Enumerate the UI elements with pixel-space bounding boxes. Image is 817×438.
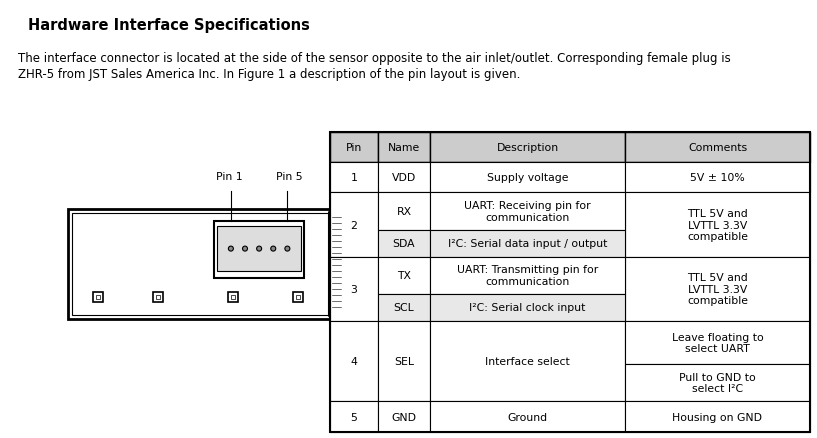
Text: Pin 5: Pin 5 xyxy=(276,172,302,182)
Text: Description: Description xyxy=(497,142,559,152)
Text: Hardware Interface Specifications: Hardware Interface Specifications xyxy=(28,18,310,33)
Text: VDD: VDD xyxy=(392,173,416,183)
FancyBboxPatch shape xyxy=(72,213,339,315)
Text: Interface select: Interface select xyxy=(485,356,570,366)
Text: 4: 4 xyxy=(350,356,357,366)
FancyBboxPatch shape xyxy=(378,401,430,432)
FancyBboxPatch shape xyxy=(153,292,163,302)
FancyBboxPatch shape xyxy=(625,401,810,432)
FancyBboxPatch shape xyxy=(293,292,303,302)
FancyBboxPatch shape xyxy=(217,226,301,272)
FancyBboxPatch shape xyxy=(625,162,810,193)
Text: UART: Receiving pin for
communication: UART: Receiving pin for communication xyxy=(464,201,591,223)
FancyBboxPatch shape xyxy=(378,133,430,162)
FancyBboxPatch shape xyxy=(625,193,810,257)
Text: Name: Name xyxy=(388,142,420,152)
FancyBboxPatch shape xyxy=(330,162,378,193)
FancyBboxPatch shape xyxy=(296,295,301,300)
FancyBboxPatch shape xyxy=(330,193,378,257)
FancyBboxPatch shape xyxy=(378,162,430,193)
FancyBboxPatch shape xyxy=(625,257,810,321)
FancyBboxPatch shape xyxy=(96,295,100,300)
Circle shape xyxy=(270,247,276,251)
FancyBboxPatch shape xyxy=(625,133,810,162)
FancyBboxPatch shape xyxy=(430,193,625,230)
Text: Leave floating to
select UART: Leave floating to select UART xyxy=(672,332,763,353)
Text: I²C: Serial clock input: I²C: Serial clock input xyxy=(469,303,586,313)
Text: Ground: Ground xyxy=(507,412,547,422)
Text: 5V ± 10%: 5V ± 10% xyxy=(690,173,745,183)
FancyBboxPatch shape xyxy=(430,162,625,193)
Text: TTL 5V and
LVTTL 3.3V
compatible: TTL 5V and LVTTL 3.3V compatible xyxy=(687,272,748,306)
FancyBboxPatch shape xyxy=(378,294,430,321)
Circle shape xyxy=(257,247,261,251)
Circle shape xyxy=(285,247,290,251)
FancyBboxPatch shape xyxy=(378,193,430,230)
FancyBboxPatch shape xyxy=(430,401,625,432)
FancyBboxPatch shape xyxy=(330,321,378,401)
Text: GND: GND xyxy=(391,412,417,422)
FancyBboxPatch shape xyxy=(378,230,430,257)
FancyBboxPatch shape xyxy=(214,222,305,279)
FancyBboxPatch shape xyxy=(330,257,378,321)
Text: 3: 3 xyxy=(350,284,357,294)
FancyBboxPatch shape xyxy=(93,292,103,302)
Text: Pin: Pin xyxy=(346,142,362,152)
Text: RX: RX xyxy=(396,207,412,216)
FancyBboxPatch shape xyxy=(430,321,625,401)
Circle shape xyxy=(243,247,248,251)
Text: 5: 5 xyxy=(350,412,357,422)
FancyBboxPatch shape xyxy=(430,257,625,294)
FancyBboxPatch shape xyxy=(378,321,430,401)
FancyBboxPatch shape xyxy=(625,162,810,193)
Text: ZHR-5 from JST Sales America Inc. In Figure 1 a description of the pin layout is: ZHR-5 from JST Sales America Inc. In Fig… xyxy=(18,68,520,81)
FancyBboxPatch shape xyxy=(625,321,810,364)
Text: SDA: SDA xyxy=(393,239,415,248)
Text: I²C: Serial data input / output: I²C: Serial data input / output xyxy=(448,239,607,248)
FancyBboxPatch shape xyxy=(625,364,810,401)
Text: Comments: Comments xyxy=(688,142,747,152)
FancyBboxPatch shape xyxy=(156,295,160,300)
FancyBboxPatch shape xyxy=(330,133,378,162)
FancyBboxPatch shape xyxy=(430,133,625,162)
FancyBboxPatch shape xyxy=(330,401,378,432)
FancyBboxPatch shape xyxy=(230,295,235,300)
FancyBboxPatch shape xyxy=(378,257,430,294)
Text: 2: 2 xyxy=(350,220,357,230)
Text: TTL 5V and
LVTTL 3.3V
compatible: TTL 5V and LVTTL 3.3V compatible xyxy=(687,208,748,242)
FancyBboxPatch shape xyxy=(430,162,625,193)
Text: Housing on GND: Housing on GND xyxy=(672,412,762,422)
Text: Pin 1: Pin 1 xyxy=(216,172,242,182)
FancyBboxPatch shape xyxy=(378,162,430,193)
FancyBboxPatch shape xyxy=(430,230,625,257)
FancyBboxPatch shape xyxy=(329,212,345,317)
FancyBboxPatch shape xyxy=(68,209,343,319)
Text: Supply voltage: Supply voltage xyxy=(487,173,569,183)
Text: UART: Transmitting pin for
communication: UART: Transmitting pin for communication xyxy=(457,265,598,286)
Text: SEL: SEL xyxy=(394,356,414,366)
Text: SCL: SCL xyxy=(394,303,414,313)
Text: Pull to GND to
select I²C: Pull to GND to select I²C xyxy=(679,372,756,393)
Text: The interface connector is located at the side of the sensor opposite to the air: The interface connector is located at th… xyxy=(18,52,730,65)
FancyBboxPatch shape xyxy=(330,162,378,193)
FancyBboxPatch shape xyxy=(228,292,238,302)
Text: TX: TX xyxy=(397,271,411,281)
Circle shape xyxy=(229,247,234,251)
FancyBboxPatch shape xyxy=(430,294,625,321)
Text: 1: 1 xyxy=(350,173,357,183)
